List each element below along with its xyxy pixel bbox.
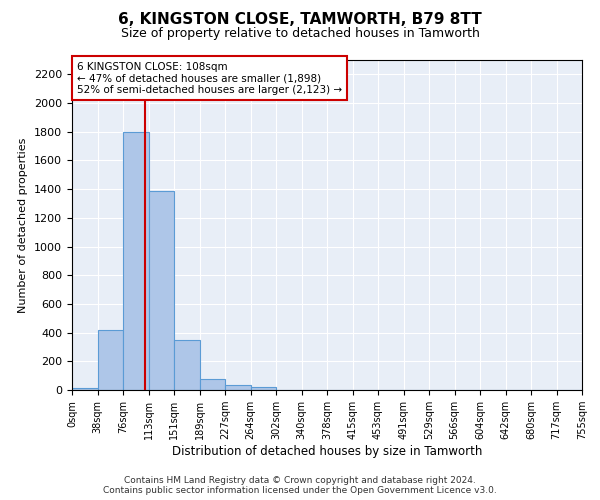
Bar — [225, 385, 251, 390]
Bar — [72, 388, 97, 390]
Bar — [123, 132, 149, 390]
Bar — [149, 190, 174, 390]
Bar — [174, 340, 199, 390]
Bar — [199, 378, 225, 390]
X-axis label: Distribution of detached houses by size in Tamworth: Distribution of detached houses by size … — [172, 445, 482, 458]
Bar — [251, 388, 276, 390]
Text: Size of property relative to detached houses in Tamworth: Size of property relative to detached ho… — [121, 28, 479, 40]
Y-axis label: Number of detached properties: Number of detached properties — [19, 138, 28, 312]
Text: 6 KINGSTON CLOSE: 108sqm
← 47% of detached houses are smaller (1,898)
52% of sem: 6 KINGSTON CLOSE: 108sqm ← 47% of detach… — [77, 62, 342, 95]
Text: 6, KINGSTON CLOSE, TAMWORTH, B79 8TT: 6, KINGSTON CLOSE, TAMWORTH, B79 8TT — [118, 12, 482, 28]
Text: Contains HM Land Registry data © Crown copyright and database right 2024.
Contai: Contains HM Land Registry data © Crown c… — [103, 476, 497, 495]
Bar — [97, 330, 123, 390]
